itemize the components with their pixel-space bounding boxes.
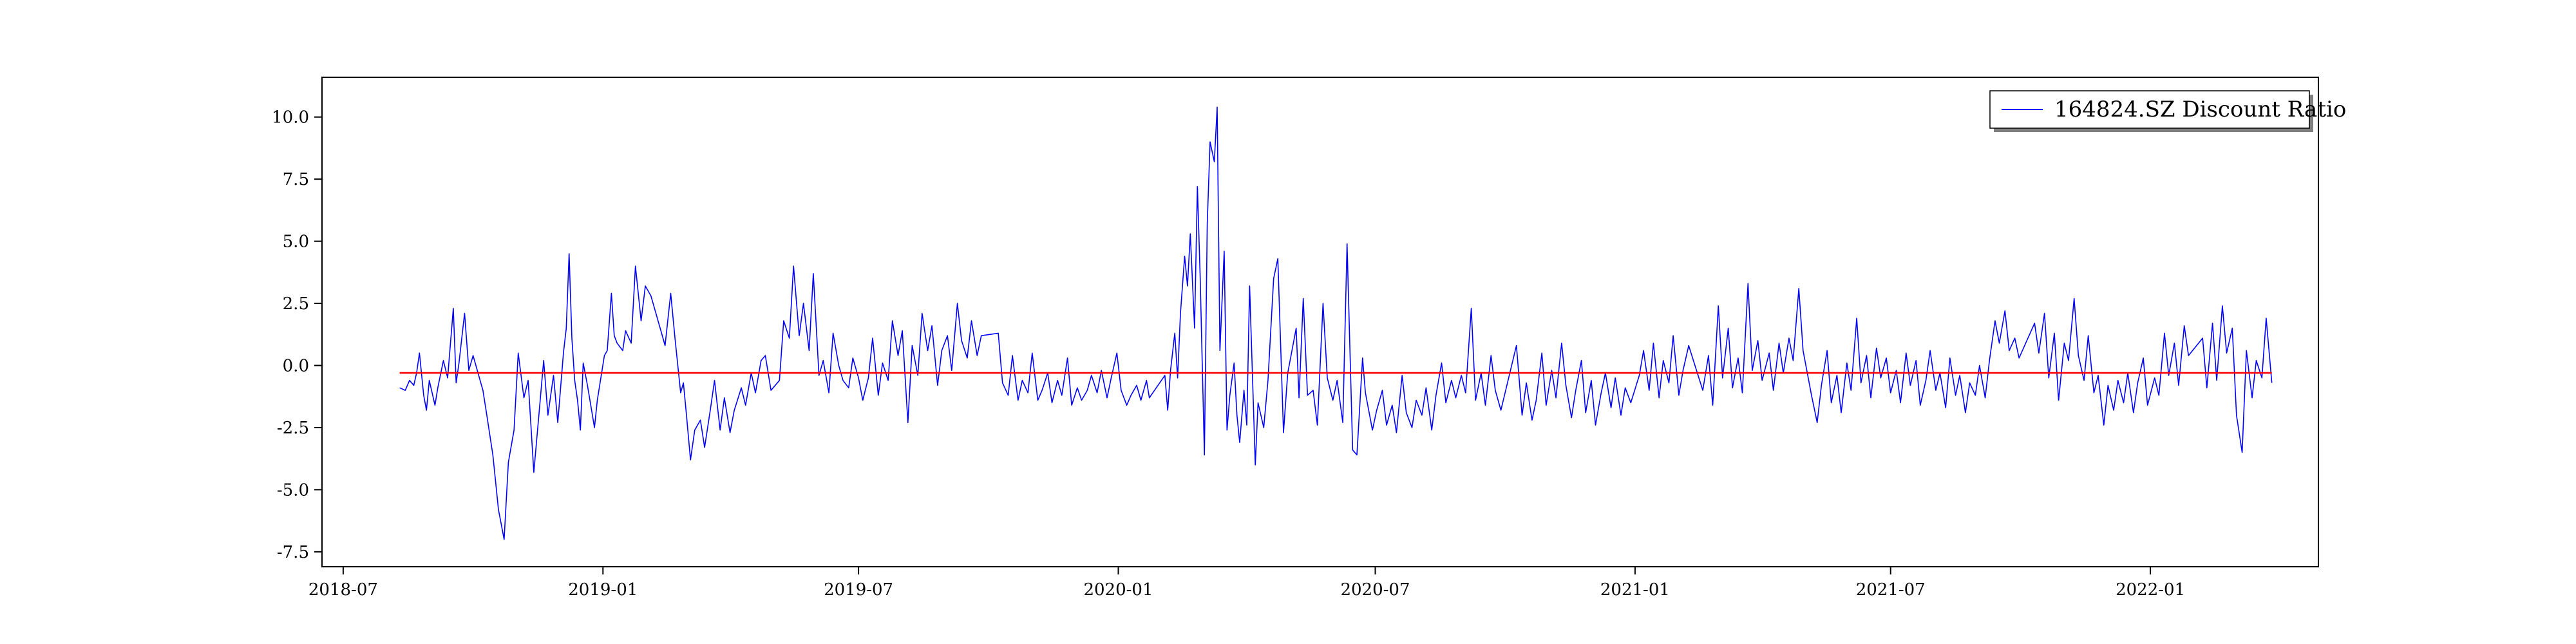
legend: 164824.SZ Discount Ratio — [1989, 90, 2346, 132]
y-tick-label: 0.0 — [283, 357, 309, 376]
x-tick-label: 2021-07 — [1856, 580, 1926, 600]
x-tick-label: 2020-07 — [1340, 580, 1410, 600]
y-tick-label: 5.0 — [283, 232, 309, 252]
x-tick-label: 2019-01 — [568, 580, 638, 600]
y-tick-label: -7.5 — [277, 543, 309, 562]
x-tick-label: 2022-01 — [2116, 580, 2185, 600]
x-tick-label: 2021-01 — [1600, 580, 1670, 600]
series-layer — [399, 106, 2273, 540]
discount-ratio-line — [399, 106, 2273, 540]
y-tick-label: -2.5 — [277, 419, 309, 438]
y-tick-label: 2.5 — [283, 294, 309, 314]
x-tick-label: 2020-01 — [1083, 580, 1153, 600]
x-axis: 2018-07 2019-01 2019-07 2020-01 2020-07 2021-… — [308, 567, 2185, 600]
x-tick-label: 2018-07 — [308, 580, 378, 600]
legend-box — [1989, 90, 2310, 129]
legend-label: 164824.SZ Discount Ratio — [2054, 97, 2346, 122]
plot-frame — [321, 77, 2319, 567]
y-tick-label: 7.5 — [283, 170, 309, 189]
y-tick-label: 10.0 — [272, 108, 309, 128]
y-axis: -7.5 -5.0 -2.5 0.0 2.5 5.0 7.5 10.0 — [272, 108, 322, 562]
y-tick-label: -5.0 — [277, 480, 309, 500]
x-tick-label: 2019-07 — [824, 580, 893, 600]
